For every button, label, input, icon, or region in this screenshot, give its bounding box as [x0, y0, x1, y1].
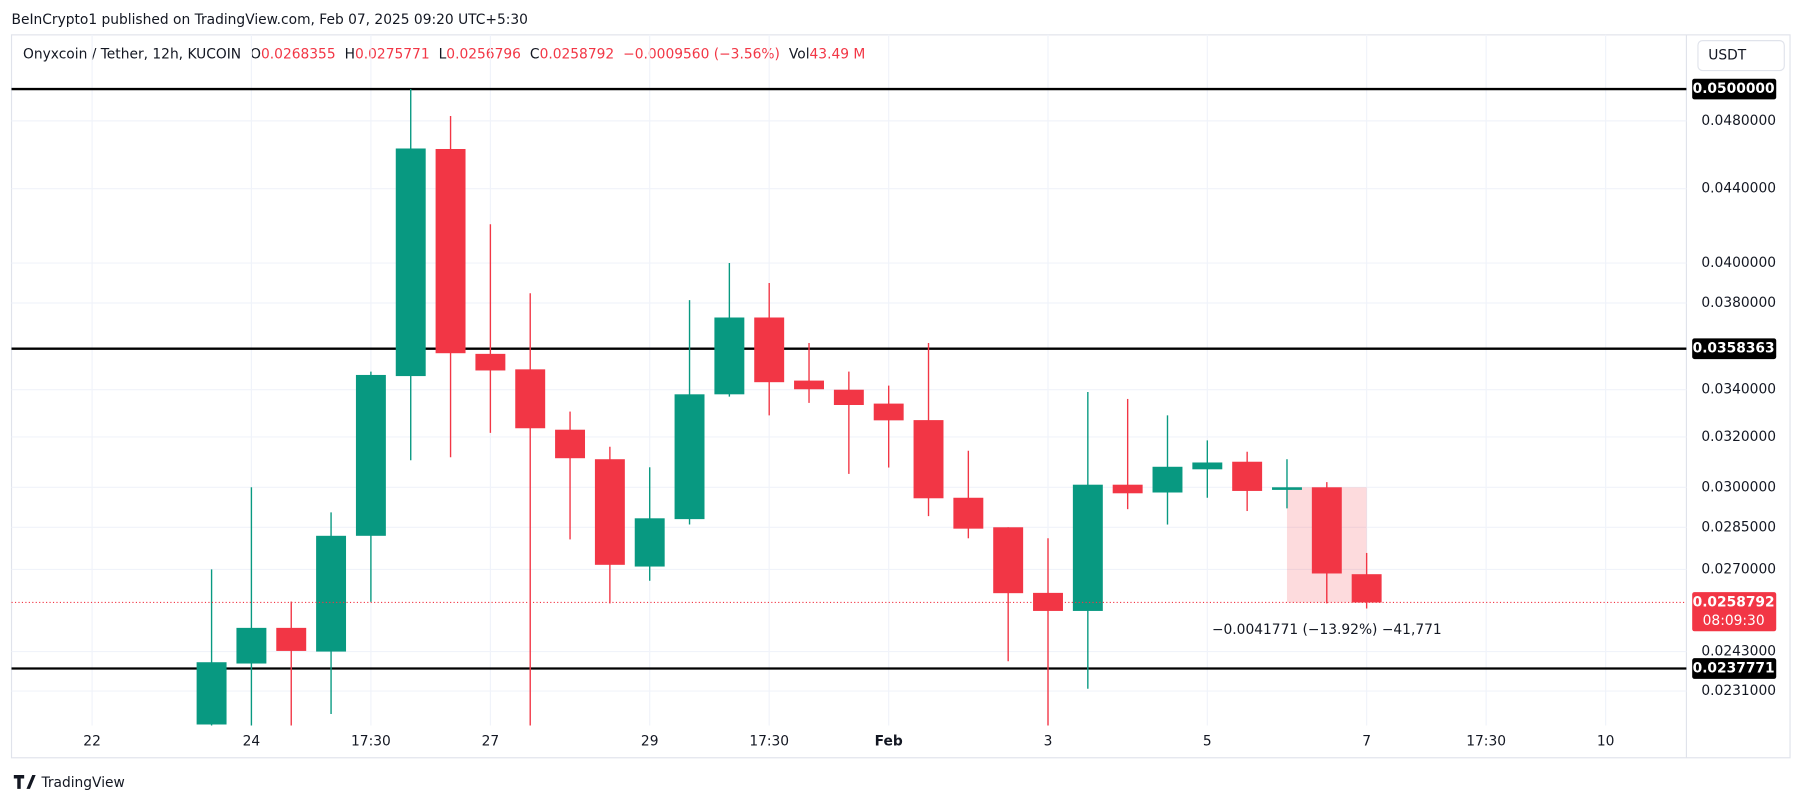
candle-body	[634, 518, 665, 567]
candle-body	[873, 403, 904, 421]
measure-label: −0.0041771 (−13.92%) −41,771	[1212, 622, 1442, 638]
candle-body	[1192, 462, 1223, 470]
legend: Onyxcoin / Tether, 12h, KUCOIN O0.026835…	[23, 46, 865, 62]
y-tick-label: 0.0285000	[1701, 519, 1776, 535]
legend-change: −0.0009560 (−3.56%)	[623, 46, 780, 62]
candle-body	[395, 148, 426, 377]
currency-box[interactable]	[1697, 40, 1785, 72]
candle-body	[355, 374, 386, 536]
y-tick-label: 0.0480000	[1701, 113, 1776, 129]
candle-body	[1351, 574, 1382, 603]
candle-body	[674, 394, 705, 520]
legend-label: C	[530, 46, 540, 62]
footer: TradingView	[40, 775, 124, 791]
y-tick-label: 0.0243000	[1701, 644, 1776, 660]
x-tick-label: 10	[1597, 734, 1615, 750]
candle-body	[1311, 487, 1342, 574]
x-tick-label: 17:30	[749, 734, 789, 750]
x-tick-label: 17:30	[351, 734, 391, 750]
candle-body	[475, 353, 506, 371]
header: BeInCrypto1 published on TradingView.com…	[12, 12, 528, 28]
candle-body	[555, 429, 586, 459]
legend-value: 0.0268355	[261, 46, 336, 62]
legend-value: 0.0275771	[355, 46, 430, 62]
countdown: 08:09:30	[1703, 613, 1765, 629]
legend-value: 43.49 M	[810, 46, 866, 62]
legend-label: O	[250, 46, 261, 62]
last-price-label: 0.0258792	[1693, 594, 1775, 610]
y-tick-label: 0.0270000	[1701, 561, 1776, 577]
level-label-box	[1692, 658, 1777, 679]
candle-body	[196, 662, 227, 725]
x-tick-label: 17:30	[1466, 734, 1506, 750]
candle-body	[1072, 484, 1103, 611]
candle-body	[794, 380, 824, 390]
candle-body	[435, 148, 466, 354]
x-tick-label: 3	[1044, 734, 1053, 750]
y-tick-label: 0.0380000	[1701, 295, 1776, 311]
x-tick-label: 22	[83, 734, 101, 750]
currency: USDT	[1708, 48, 1746, 64]
y-tick-label: 0.0320000	[1701, 429, 1776, 445]
level-label: 0.0358363	[1693, 341, 1775, 357]
y-tick-label: 0.0300000	[1701, 479, 1776, 495]
x-tick-label: 5	[1203, 734, 1212, 750]
candle-body	[754, 317, 785, 383]
x-tick-label: 27	[482, 734, 500, 750]
candle-body	[714, 317, 745, 395]
x-tick-label: 24	[243, 734, 261, 750]
candle-body	[1272, 487, 1302, 490]
y-tick-label: 0.0231000	[1701, 683, 1776, 699]
candle-body	[993, 527, 1024, 594]
candle-body	[1152, 466, 1183, 493]
plot	[11, 87, 1687, 726]
footer-logo	[13, 775, 36, 789]
candle-body	[1232, 461, 1263, 491]
level-label-box	[1692, 78, 1777, 100]
candle-body	[1112, 484, 1143, 494]
candle-body	[594, 459, 625, 565]
candle-body	[276, 627, 307, 651]
legend-value: 0.0258792	[540, 46, 615, 62]
x-tick-label: 7	[1362, 734, 1371, 750]
candle-body	[833, 389, 864, 405]
legend-label: H	[345, 46, 355, 62]
candle-body	[953, 497, 984, 529]
candle-body	[913, 420, 944, 499]
pane-border	[10, 34, 1791, 759]
candle-body	[236, 627, 267, 664]
legend-label: L	[439, 46, 447, 62]
y-tick-label: 0.0400000	[1701, 255, 1776, 271]
candle-body	[515, 369, 546, 429]
y-tick-label: 0.0340000	[1701, 382, 1776, 398]
level-label: 0.0237771	[1693, 661, 1775, 677]
level-label: 0.0500000	[1693, 81, 1775, 97]
legend-value: 0.0256796	[446, 46, 521, 62]
x-tick-label: Feb	[875, 734, 903, 750]
last-price-box	[1692, 592, 1777, 632]
legend-symbol: Onyxcoin / Tether, 12h, KUCOIN	[23, 46, 241, 62]
level-label-box	[1692, 338, 1777, 360]
x-tick-label: 29	[641, 734, 659, 750]
candle-body	[316, 535, 347, 652]
y-tick-label: 0.0440000	[1701, 181, 1776, 197]
legend-label: Vol	[789, 46, 810, 62]
